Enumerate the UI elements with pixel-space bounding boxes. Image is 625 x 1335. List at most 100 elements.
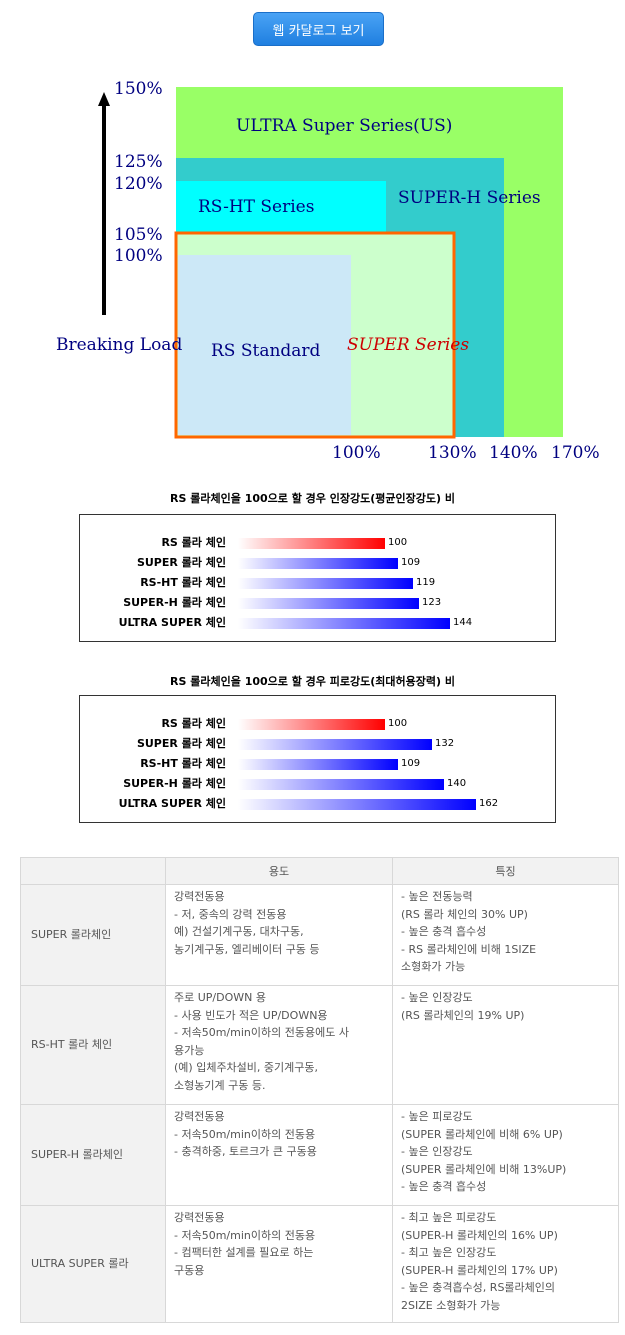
cell-line: - 컴팩터한 설계를 필요로 하는 [174,1246,314,1260]
bar-row: RS-HT 롤라 체인 109 [80,757,555,771]
cell-line: - 높은 전동능력 [401,890,473,903]
features-cell: - 높은 피로강도 (SUPER 롤라체인에 비해 6% UP) - 높은 인장강도… [392,1104,619,1206]
cell-line: 소형화가 가능 [401,960,466,974]
cell-line: - 높은 충격 흡수성 [401,925,487,939]
usage-cell: 강력전동용 - 저속50m/min이하의 전동용 - 충격하중, 토르크가 큰 구동… [165,1104,393,1206]
cell-line: 강력전동용 [174,890,225,903]
bar-row: SUPER-H 롤라 체인 140 [80,777,555,791]
ultra-series-label: ULTRA Super Series(US) [236,116,452,136]
y-tick-label: 150% [114,79,163,99]
table-header-row: 용도 특징 [20,857,619,885]
rs-ht-series-label: RS-HT Series [198,197,314,217]
bar-category-label: SUPER 롤라 체인 [136,556,226,569]
series-strength-diagram: ULTRA Super Series(US) SUPER-H Series RS… [56,79,600,463]
bar-row: RS-HT 롤라 체인 119 [80,576,555,590]
bar-value-label: 132 [435,738,455,749]
bar-value-label: 100 [388,718,408,729]
bar-value-label: 123 [422,597,442,608]
usage-cell: 강력전동용 - 저속50m/min이하의 전동용 - 컴팩터한 설계를 필요로 하는… [165,1205,393,1323]
y-tick-label: 100% [114,246,163,266]
rs-standard-label: RS Standard [211,341,321,361]
cell-line: - 저속50m/min이하의 전동용 [174,1127,316,1141]
bar-category-label: SUPER-H 롤라 체인 [123,596,226,609]
features-cell: - 최고 높은 피로강도 (SUPER-H 롤라체인의 16% UP) - 최고 높… [392,1205,619,1323]
bar [238,779,444,790]
y-tick-label: 125% [114,152,163,172]
bar-category-label: SUPER-H 롤라 체인 [123,777,226,790]
cell-line: 소형농기계 구동 등. [174,1078,266,1092]
bar [238,759,398,770]
y-tick-label: 120% [114,174,163,194]
bar [238,598,419,609]
cell-line: - RS 롤라체인에 비해 1SIZE [401,942,537,956]
table-row-header: SUPER-H 롤라체인 [20,1104,166,1206]
bar [238,799,476,810]
bar-value-label: 100 [388,537,408,548]
cell-line: - 높은 충격 흡수성 [401,1180,487,1194]
x-tick-label: 130% [428,443,477,463]
cell-line: 주로 UP/DOWN 용 [174,991,266,1004]
bar-category-label: RS-HT 롤라 체인 [140,576,226,589]
cell-line: - 저속50m/min이하의 전동용에도 사 [174,1026,349,1040]
bar [238,618,450,629]
bar [238,538,385,549]
cell-line: 강력전동용 [174,1211,225,1224]
cell-line: - 사용 빈도가 적은 UP/DOWN용 [174,1008,328,1022]
bar-row: RS 롤라 체인 100 [80,717,555,731]
table-row-header: ULTRA SUPER 롤라 [20,1205,166,1323]
cell-line: - 높은 인장강도 [401,991,473,1004]
fatigue-strength-chart-title: RS 롤라체인을 100으로 할 경우 피로강도(최대허용장력) 비 [170,675,455,688]
bar-value-label: 109 [401,758,421,769]
bar-category-label: RS 롤라 체인 [161,536,226,549]
cell-line: (RS 롤라체인의 19% UP) [401,1008,525,1022]
bar-category-label: RS-HT 롤라 체인 [140,757,226,770]
cell-line: 농기계구동, 엘리베이터 구동 등 [174,942,320,956]
tensile-strength-chart: RS 롤라 체인 100 SUPER 롤라 체인 109 RS-HT 롤라 체인 119 S… [79,514,556,642]
table-header-cell: 특징 [392,857,619,885]
cell-line: 강력전동용 [174,1110,225,1123]
table-row-header: SUPER 롤라체인 [20,884,166,986]
x-tick-label: 170% [551,443,600,463]
web-catalog-button[interactable]: 웹 카달로그 보기 [253,12,384,46]
x-tick-label: 140% [489,443,538,463]
rs-standard-box [178,255,351,435]
fatigue-strength-chart: RS 롤라 체인 100 SUPER 롤라 체인 132 RS-HT 롤라 체인 109 S… [79,695,556,823]
cell-line: - 높은 충격흡수성, RS롤라체인의 [401,1281,556,1295]
bar-category-label: ULTRA SUPER 체인 [118,616,226,629]
x-tick-label: 100% [332,443,381,463]
bar-category-label: SUPER 롤라 체인 [136,737,226,750]
cell-line: 용가능 [174,1043,205,1057]
cell-line: - 저속50m/min이하의 전동용 [174,1228,316,1242]
usage-cell: 강력전동용 - 저, 중속의 강력 전동용 예) 건설기계구동, 대차구동, 농기계구… [165,884,393,986]
cell-line: - 최고 높은 피로강도 [401,1211,497,1224]
table-row: SUPER-H 롤라체인 강력전동용 - 저속50m/min이하의 전동용 - 충격하… [20,1104,619,1206]
super-h-series-label: SUPER-H Series [398,188,541,208]
bar-row: RS 롤라 체인 100 [80,536,555,550]
bar-row: ULTRA SUPER 체인 144 [80,616,555,630]
bar [238,739,432,750]
table-row-header: RS-HT 롤라 체인 [20,985,166,1105]
bar [238,578,413,589]
table-row: RS-HT 롤라 체인 주로 UP/DOWN 용 - 사용 빈도가 적은 UP/DO… [20,985,619,1105]
cell-line: (SUPER 롤라체인에 비해 6% UP) [401,1127,563,1141]
cell-line: (RS 롤라 체인의 30% UP) [401,907,528,921]
breaking-load-arrow-head [98,92,110,106]
tensile-strength-chart-title: RS 롤라체인을 100으로 할 경우 인장강도(평균인장강도) 비 [170,492,455,505]
bar-row: SUPER-H 롤라 체인 123 [80,596,555,610]
cell-line: (SUPER-H 롤라체인의 17% UP) [401,1263,558,1277]
bar-value-label: 109 [401,557,421,568]
table-header-cell [20,857,166,885]
cell-line: (SUPER-H 롤라체인의 16% UP) [401,1228,558,1242]
cell-line: 예) 건설기계구동, 대차구동, [174,925,304,939]
cell-line: 구동용 [174,1263,205,1277]
bar-value-label: 162 [479,798,499,809]
bar-row: ULTRA SUPER 체인 162 [80,797,555,811]
table-row: ULTRA SUPER 롤라 강력전동용 - 저속50m/min이하의 전동용 - 컴… [20,1205,619,1323]
chain-spec-table: 용도 특징 SUPER 롤라체인 강력전동용 - 저, 중속의 강력 전동용 예) 건… [20,857,619,1323]
cell-line: (SUPER 롤라체인에 비해 13%UP) [401,1162,567,1176]
bar-row: SUPER 롤라 체인 132 [80,737,555,751]
features-cell: - 높은 전동능력 (RS 롤라 체인의 30% UP) - 높은 충격 흡수성 - … [392,884,619,986]
bar-category-label: RS 롤라 체인 [161,717,226,730]
cell-line: 2SIZE 소형화가 가능 [401,1298,501,1312]
bar [238,719,385,730]
